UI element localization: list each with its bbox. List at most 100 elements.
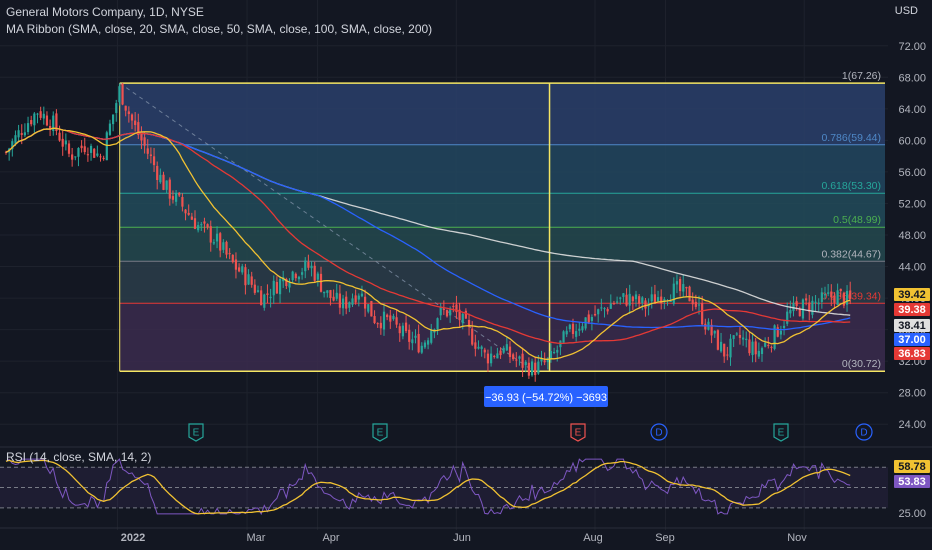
candle-body: [650, 294, 653, 302]
candle-body: [490, 353, 493, 364]
candle-body: [335, 292, 338, 299]
candle-body: [64, 140, 67, 145]
price-axis-label: 56.00: [898, 167, 926, 179]
candle-body: [817, 302, 820, 305]
candle-body: [382, 311, 386, 330]
candle-body: [660, 296, 663, 304]
candle-body: [278, 278, 282, 295]
candle-body: [206, 224, 209, 228]
price-badge: 38.41: [894, 319, 930, 332]
candle-body: [805, 298, 808, 301]
candle-body: [36, 113, 39, 115]
price-axis-label: 48.00: [898, 230, 926, 242]
candle-body: [238, 267, 241, 272]
candle-body: [814, 301, 817, 303]
fib-zone: [119, 83, 886, 145]
candle-body: [178, 192, 181, 196]
candle-body: [789, 310, 792, 314]
candle-body: [723, 343, 726, 357]
candle-body: [764, 342, 767, 347]
rsi-badge-label: 58.78: [898, 461, 926, 473]
candle-body: [197, 224, 200, 231]
candle-body: [45, 115, 49, 126]
candle-body: [404, 322, 408, 332]
candle-body: [42, 113, 45, 119]
marker-label: E: [575, 428, 582, 439]
candle-body: [17, 130, 20, 138]
candle-body: [389, 315, 392, 322]
candle-body: [417, 333, 420, 353]
price-badge-label: 36.83: [898, 348, 926, 360]
candle-body: [96, 153, 99, 156]
candle-body: [512, 354, 515, 360]
candle-body: [713, 330, 716, 334]
earnings-marker-shape: [773, 423, 789, 442]
candle-body: [493, 355, 496, 357]
candle-body: [212, 242, 215, 244]
candle-body: [732, 335, 735, 339]
candle-body: [146, 148, 149, 154]
candle-body: [23, 132, 26, 136]
candle-body: [449, 308, 452, 316]
candle-body: [811, 300, 814, 315]
price-badge-label: 39.42: [898, 289, 926, 301]
currency-label: USD: [894, 5, 918, 17]
fib-level-label: 0(30.72): [842, 358, 881, 370]
measure-label: −36.93 (−54.72%) −3693: [485, 392, 607, 404]
candle-body: [779, 330, 782, 335]
fib-level-label: 0.382(44.67): [821, 248, 881, 260]
price-axis-label: 24.00: [898, 419, 926, 431]
earnings-marker-shape: [188, 423, 204, 442]
candle-body: [357, 295, 360, 300]
candle-body: [231, 254, 234, 263]
candle-body: [301, 272, 304, 275]
rsi-badge: 53.83: [894, 475, 930, 488]
rsi-badge-label: 53.83: [898, 476, 926, 488]
candle-body: [115, 103, 118, 113]
rsi-badge-bg: [894, 475, 930, 488]
earnings-marker: E: [372, 423, 388, 442]
candle-body: [751, 341, 754, 356]
candle-body: [234, 259, 238, 270]
price-badge: 36.83: [894, 347, 930, 360]
dividend-marker-shape: [650, 423, 668, 441]
fib-zone: [119, 144, 886, 194]
candle-body: [225, 241, 228, 255]
candle-body: [827, 292, 830, 294]
fib-zone: [119, 261, 886, 304]
candle-body: [616, 301, 619, 303]
candle-body: [603, 308, 606, 310]
price-badge: 39.38: [894, 303, 930, 316]
candle-body: [105, 132, 108, 161]
fib-zone: [119, 193, 886, 228]
candle-body: [609, 303, 612, 309]
candle-body: [74, 156, 77, 158]
price-axis-label: 28.00: [898, 388, 926, 400]
candle-body: [729, 338, 732, 358]
candle-body: [748, 339, 751, 354]
price-badge-bg: [894, 319, 930, 332]
candle-body: [571, 323, 575, 335]
candle-body: [515, 359, 518, 361]
candle-body: [420, 345, 423, 353]
candle-body: [241, 266, 244, 273]
candle-body: [641, 297, 644, 304]
marker-label: D: [655, 428, 662, 439]
candle-body: [546, 358, 549, 363]
candle-body: [67, 143, 71, 154]
candle-body: [364, 296, 367, 309]
candle-body: [297, 276, 301, 280]
candle-body: [124, 105, 127, 111]
candle-body: [370, 301, 373, 317]
candle-body: [830, 291, 833, 298]
candle-body: [697, 304, 701, 306]
candle-body: [121, 83, 124, 105]
candle-body: [89, 145, 93, 153]
candle-body: [549, 351, 553, 359]
candle-body: [556, 349, 559, 353]
price-badge-label: 38.41: [898, 320, 926, 332]
candle-body: [143, 137, 146, 146]
candle-body: [663, 299, 666, 301]
time-axis-label: 2022: [121, 532, 145, 544]
